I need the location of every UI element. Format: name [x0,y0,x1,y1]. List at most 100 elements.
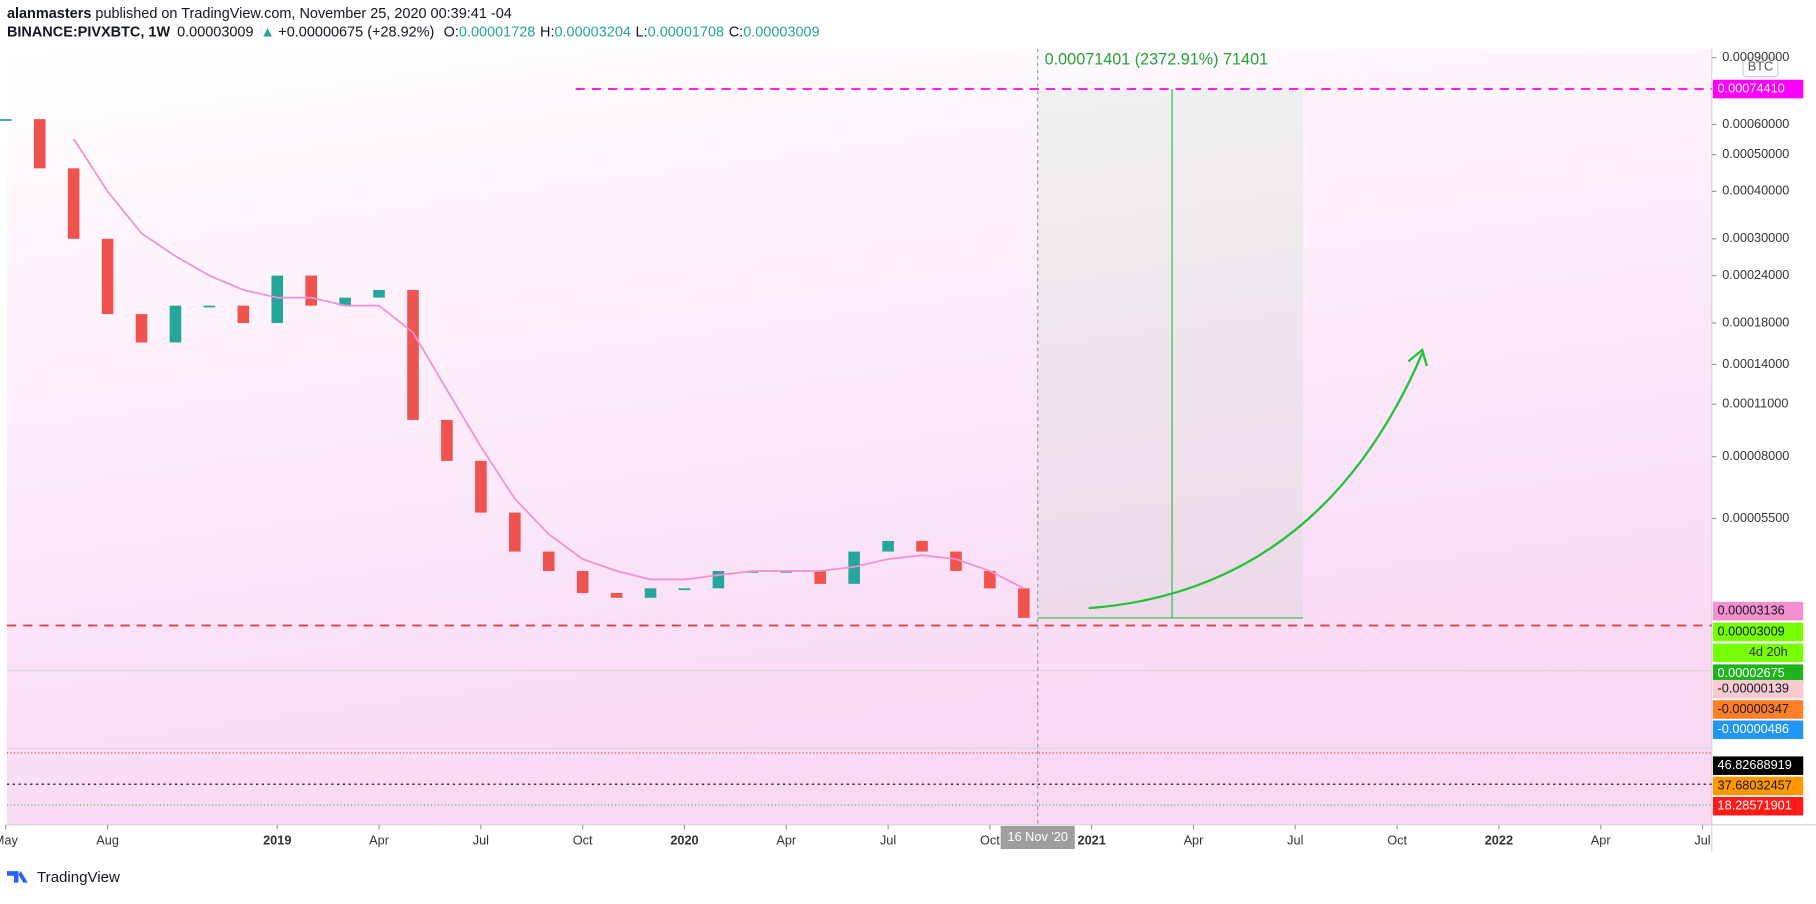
y-tick-label: 0.00024000 [1722,267,1789,282]
indicator-label-bg [1712,776,1804,796]
candle [33,119,46,169]
indicator-label-bg [1712,720,1804,740]
candle [67,168,80,239]
price-label: 0.00002675 [1718,665,1785,680]
plot-background [6,48,1712,825]
x-tick-label: 2020 [670,832,698,847]
indicator-label: 18.28571901 [1718,798,1792,813]
candle [542,551,555,571]
x-tick-label: Jul [880,832,896,847]
indicator-label-bg [1712,679,1804,699]
ohlc-value: 0.00003009 [743,24,819,40]
footer-text: TradingView [37,869,120,886]
symbol: BINANCE:PIVXBTC, 1W [7,24,171,40]
projection-arrow-head [1407,347,1428,367]
y-tick-label: 0.00018000 [1722,314,1789,329]
y-tick-label: 0.00008000 [1722,448,1789,463]
candle [678,588,691,591]
price-label-bg [1712,664,1804,683]
indicator-label-bg [1712,756,1804,775]
x-tick-label: Apr [1184,832,1205,847]
candle [135,314,148,343]
candle [950,551,962,571]
candle [0,119,12,121]
price-label-bg [1712,79,1804,99]
candle [203,305,216,308]
candle [101,238,114,315]
ohlc-key: O: [444,24,459,40]
x-tick-label: Aug [96,832,119,847]
symbol-line: BINANCE:PIVXBTC, 1W 0.00003009 ▲ +0.0000067… [7,24,820,40]
ohlc-value: 0.00003204 [554,24,630,40]
candle [169,305,182,343]
ohlc-value: 0.00001728 [459,24,535,40]
y-tick-label: 0.00011000 [1722,396,1788,411]
price-label-bg [1712,601,1804,621]
header-line: alanmasters published on TradingView.com… [7,6,512,22]
ohlc-value: 0.00001708 [648,24,724,40]
cursor-date: 16 Nov '20 [1008,829,1068,844]
x-tick-label: Apr [369,832,390,847]
price-label-bg [1712,622,1804,642]
projection-arrow [1088,352,1424,610]
countdown-bg [1712,643,1804,663]
moving-average [72,138,1025,590]
candle [475,460,487,513]
last-price: 0.00003009 [177,24,253,40]
y-tick-label: 0.00014000 [1722,356,1789,371]
footer: TradingView [6,869,120,886]
x-tick-label: Apr [1591,832,1612,847]
y-tick-label: 0.00090000 [1722,49,1789,64]
candle [712,570,725,589]
change: +0.00000675 (+28.92%) [278,24,434,40]
y-tick-label: 0.00050000 [1722,146,1789,161]
ohlc-key: C: [729,24,743,40]
x-tick-label: Oct [980,832,1000,847]
indicator-label: -0.00000347 [1718,701,1789,716]
indicator-label-bg [1712,700,1804,719]
x-tick-label: 2021 [1078,832,1106,847]
candle [305,275,317,306]
measure-box [1037,89,1303,618]
candle [644,588,657,598]
published: published on TradingView.com, November 2… [95,6,511,22]
x-tick-label: Jul [473,832,489,847]
cursor-date-bg [1000,825,1075,850]
candle [576,570,589,594]
y-tick-label: 0.00060000 [1722,116,1789,131]
x-tick-label: 2019 [263,832,291,847]
x-tick-label: Jul [1694,832,1710,847]
y-tick-label: 0.00030000 [1722,230,1789,245]
candle [610,593,623,598]
candle [984,570,996,589]
change-arrow: ▲ [260,24,274,40]
candle [441,419,453,461]
y-tick-label: 0.00040000 [1722,183,1789,198]
ohlc-key: H: [540,24,554,40]
y-tick-label: 0.00005500 [1722,510,1789,525]
price-label: 0.00003009 [1718,623,1785,638]
candle [916,540,928,552]
currency-box [1742,57,1779,78]
price-label: 0.00074410 [1718,80,1785,95]
footer-logo [6,871,28,883]
candle [882,540,894,552]
x-tick-label: Jul [1287,832,1303,847]
indicator-label-bg [1712,796,1804,816]
candle [814,570,827,584]
x-tick-label: May [0,832,18,847]
candle [1018,588,1030,618]
x-tick-label: Apr [776,832,797,847]
candle [339,297,351,306]
indicator-label: 46.82688919 [1718,757,1792,772]
candle [237,305,250,324]
x-tick-label: 2022 [1485,832,1513,847]
currency: BTC [1748,59,1773,74]
indicator-label: 37.68032457 [1718,777,1792,792]
author: alanmasters [7,6,91,22]
price-label: 0.00003136 [1718,602,1785,617]
countdown: 4d 20h [1749,644,1788,659]
candle [373,289,385,298]
ohlc: O:0.00001728 H:0.00003204 L:0.00001708 C:0.… [444,24,820,40]
